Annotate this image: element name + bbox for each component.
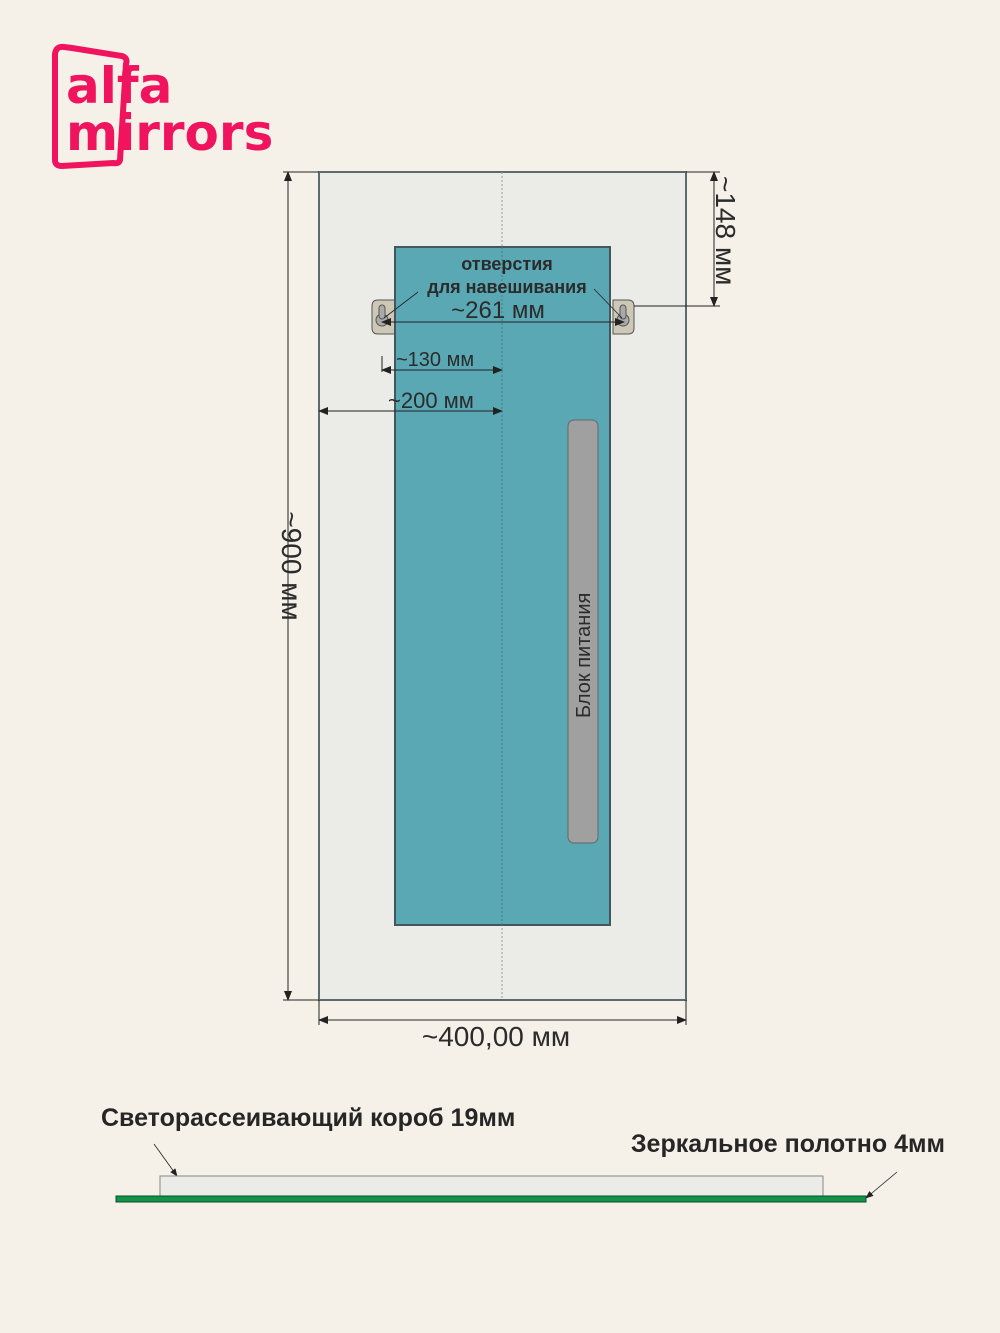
power-supply: [567, 419, 599, 844]
logo-line2: mirrors: [66, 104, 273, 162]
diffuser-box-label: Светорассеивающий короб 19мм: [101, 1104, 515, 1132]
height-label: ~900 мм: [276, 511, 307, 620]
side-diffuser-box: [159, 1175, 824, 1197]
hole-from-center-label: ~130 мм: [396, 349, 474, 371]
hole-spacing-label: ~261 мм: [451, 297, 545, 324]
logo-line1: alfa: [66, 57, 172, 115]
logo-frame-icon: [52, 43, 130, 170]
top-offset-label: ~148 мм: [710, 176, 741, 285]
power-supply-label: Блок питания: [573, 593, 595, 718]
holes-label-1: отверстия: [461, 254, 553, 274]
logo: alfa mirrors: [52, 43, 273, 170]
edge-to-center-label: ~200 мм: [388, 388, 474, 413]
mirror-sheet-label: Зеркальное полотно 4мм: [631, 1130, 945, 1158]
width-label: ~400,00 мм: [422, 1021, 570, 1052]
holes-label-2: для навешивания: [427, 277, 586, 297]
side-mirror-sheet: [115, 1195, 867, 1203]
